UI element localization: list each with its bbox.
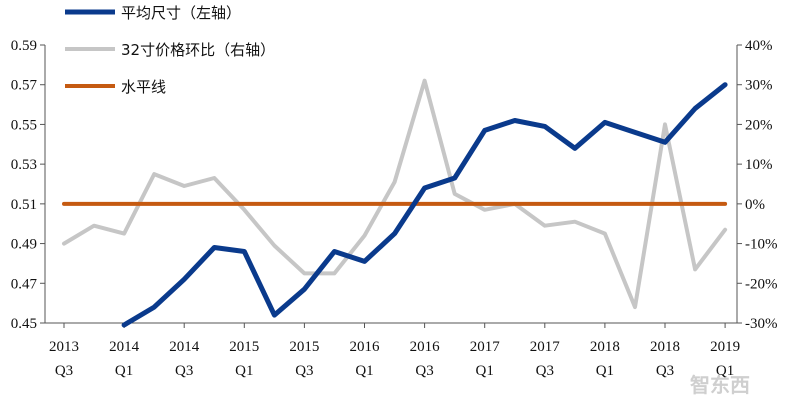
x-tick-quarter: Q3 — [536, 363, 554, 379]
right-tick-label: -10% — [745, 237, 778, 253]
x-tick-quarter: Q1 — [716, 363, 734, 379]
series-line-avg-size — [121, 82, 728, 328]
left-tick-label: 0.53 — [11, 157, 37, 173]
left-tick-label: 0.47 — [11, 276, 38, 292]
x-tick-year: 2015 — [289, 339, 319, 355]
left-tick-label: 0.55 — [11, 117, 37, 133]
right-tick-label: -30% — [745, 316, 778, 332]
watermark-text: 智东西 — [690, 373, 750, 397]
x-tick-year: 2013 — [49, 339, 79, 355]
x-tick-year: 2019 — [710, 339, 740, 355]
x-tick-year: 2018 — [650, 339, 680, 355]
x-tick-year: 2017 — [470, 339, 501, 355]
x-tick-quarter: Q1 — [596, 363, 614, 379]
x-tick-quarter: Q3 — [656, 363, 674, 379]
right-tick-label: 40% — [745, 38, 773, 54]
right-tick-label: 10% — [745, 157, 773, 173]
left-tick-label: 0.51 — [11, 197, 37, 213]
left-tick-label: 0.45 — [11, 316, 37, 332]
x-tick-quarter: Q3 — [415, 363, 433, 379]
x-tick-year: 2018 — [590, 339, 620, 355]
right-tick-label: -20% — [745, 276, 778, 292]
x-tick-quarter: Q3 — [175, 363, 193, 379]
legend-label-avg-size: 平均尺寸（左轴） — [121, 4, 241, 22]
x-tick-quarter: Q3 — [55, 363, 73, 379]
right-tick-label: 30% — [745, 78, 773, 94]
x-tick-year: 2014 — [109, 339, 140, 355]
series-line-price-mom — [62, 78, 728, 310]
legend-label-price-mom: 32寸价格环比（右轴） — [121, 41, 275, 59]
x-tick-year: 2016 — [410, 339, 441, 355]
x-tick-year: 2015 — [229, 339, 259, 355]
x-tick-year: 2014 — [169, 339, 200, 355]
x-tick-year: 2017 — [530, 339, 561, 355]
left-tick-label: 0.57 — [11, 78, 38, 94]
x-tick-quarter: Q1 — [355, 363, 373, 379]
x-tick-quarter: Q3 — [295, 363, 313, 379]
left-tick-label: 0.59 — [11, 38, 37, 54]
x-tick-quarter: Q1 — [115, 363, 133, 379]
x-tick-year: 2016 — [350, 339, 381, 355]
right-tick-label: 20% — [745, 117, 773, 133]
x-tick-quarter: Q1 — [235, 363, 253, 379]
x-tick-quarter: Q1 — [476, 363, 494, 379]
legend: 平均尺寸（左轴） 32寸价格环比（右轴） 水平线 — [65, 4, 275, 96]
right-tick-label: 0% — [745, 197, 765, 213]
left-tick-label: 0.49 — [11, 237, 37, 253]
legend-label-baseline: 水平线 — [121, 78, 166, 96]
